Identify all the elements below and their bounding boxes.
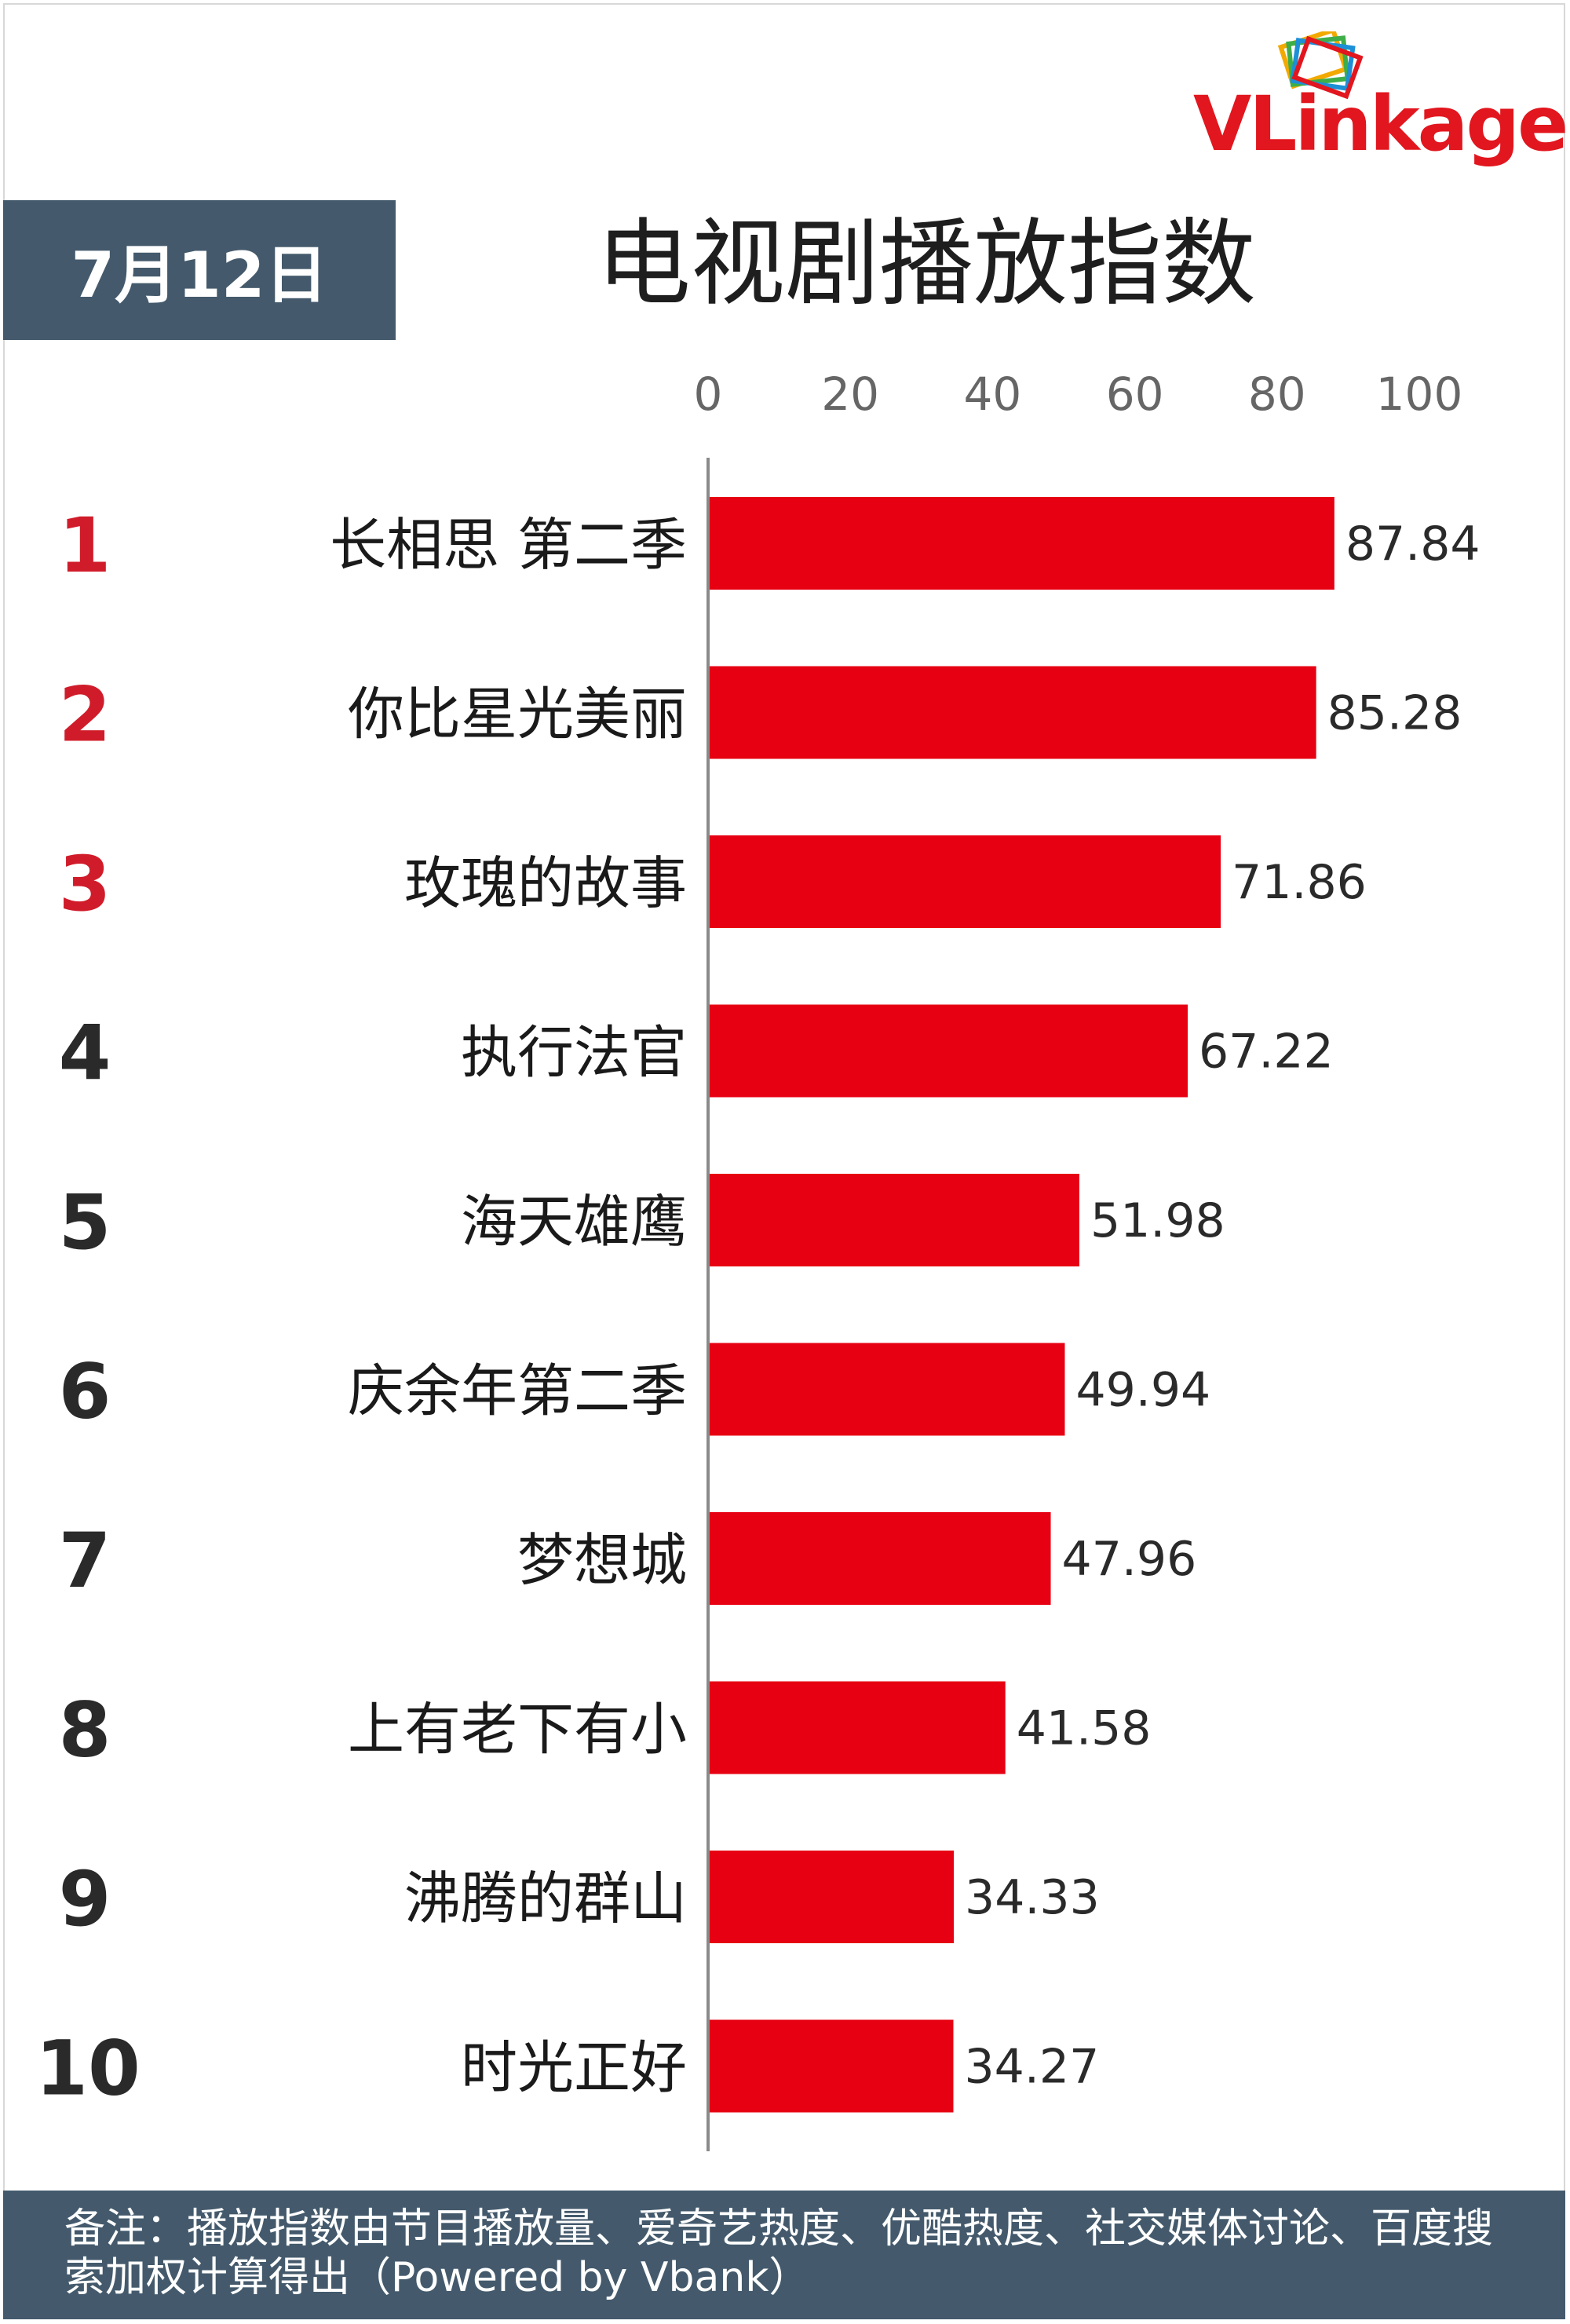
category-label: 沸腾的群山 (404, 1865, 687, 1931)
footer-note: 备注：播放指数由节目播放量、爱奇艺热度、优酷热度、社交媒体讨论、百度搜索加权计算… (3, 2191, 1565, 2319)
category-label: 执行法官 (461, 1020, 687, 1086)
bar-chart: 0 20 40 60 80 100 87.84 长相思 第二季 1 85.28 你比星光美丽 2 71.… (35, 367, 1481, 2151)
bar (710, 1512, 1051, 1605)
x-tick-label: 40 (963, 367, 1021, 421)
bar-value-label: 71.86 (1232, 855, 1367, 910)
category-label: 玫瑰的故事 (404, 850, 687, 916)
bar-value-label: 85.28 (1327, 686, 1462, 741)
category-label: 时光正好 (461, 2035, 687, 2101)
category-label: 海天雄鹰 (461, 1189, 687, 1255)
bar (710, 497, 1334, 590)
logo-text: VLinkage (1193, 80, 1568, 168)
bar-value-label: 34.33 (965, 1870, 1100, 1925)
category-label: 你比星光美丽 (348, 681, 687, 747)
bar-value-label: 51.98 (1090, 1193, 1225, 1248)
stacked-cards-icon (1277, 31, 1364, 100)
x-tick-label: 80 (1248, 367, 1306, 421)
category-label: 庆余年第二季 (348, 1358, 687, 1424)
bar-value-label: 47.96 (1062, 1532, 1197, 1587)
rank-number: 9 (59, 1855, 111, 1943)
x-tick-label: 100 (1376, 367, 1463, 421)
bar (710, 1004, 1188, 1098)
category-label: 梦想城 (517, 1527, 687, 1593)
date-badge: 7月12日 (3, 200, 396, 340)
bar-value-label: 41.58 (1017, 1701, 1152, 1756)
rank-number: 7 (59, 1517, 111, 1605)
bar (710, 1343, 1065, 1436)
category-label: 长相思 第二季 (330, 512, 687, 578)
bar (710, 2019, 954, 2113)
bar-value-label: 67.22 (1199, 1025, 1334, 1080)
chart-title: 电视剧播放指数 (597, 210, 1256, 319)
rank-number: 10 (35, 2025, 141, 2113)
bar (710, 666, 1316, 759)
bar (710, 835, 1221, 928)
rank-number: 8 (59, 1686, 111, 1774)
bar-value-label: 49.94 (1075, 1363, 1210, 1418)
x-tick-label: 60 (1106, 367, 1164, 421)
rank-number: 3 (59, 840, 111, 928)
category-label: 上有老下有小 (348, 1697, 687, 1763)
x-tick-label: 20 (821, 367, 879, 421)
vlinkage-logo: VLinkage (1193, 31, 1568, 173)
x-tick-label: 0 (694, 367, 723, 421)
rank-number: 6 (59, 1348, 111, 1436)
rank-number: 2 (59, 671, 111, 759)
bar (710, 1851, 955, 1943)
bar (710, 1174, 1079, 1266)
rank-number: 5 (59, 1178, 111, 1266)
bar-value-label: 87.84 (1345, 517, 1481, 572)
bar (710, 1681, 1006, 1774)
rank-number: 1 (59, 502, 111, 590)
bar-value-label: 34.27 (964, 2040, 1099, 2095)
rank-number: 4 (59, 1010, 111, 1098)
